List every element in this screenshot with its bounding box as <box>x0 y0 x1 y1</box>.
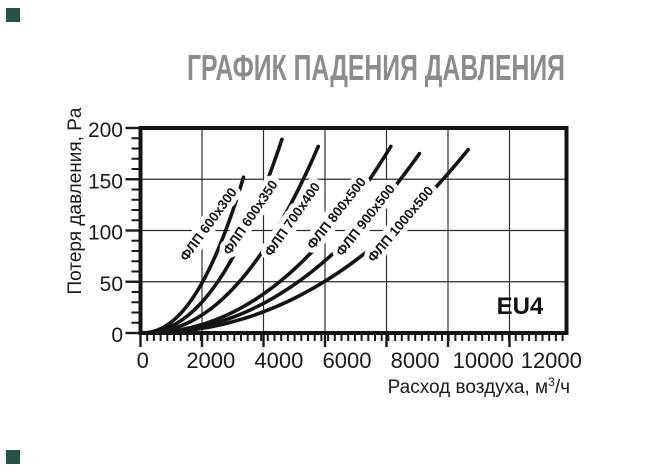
x-tick-label: 12000 <box>521 348 582 373</box>
chart-title: ГРАФИК ПАДЕНИЯ ДАВЛЕНИЯ <box>187 47 565 88</box>
plot-border <box>138 126 569 335</box>
corner-mark-top-left <box>6 8 20 22</box>
x-tick-label: 2000 <box>186 348 235 373</box>
plot-area: 0 2000 4000 6000 8000 10000 12000050100150200Ф… <box>88 119 582 373</box>
curve-line <box>138 147 471 335</box>
x-axis-title: Расход воздуха, м3/ч <box>388 375 570 398</box>
y-tick-label: 50 <box>100 273 123 296</box>
x-tick-label: 10000 <box>453 348 514 373</box>
x-tick-label: 4000 <box>254 348 303 373</box>
y-axis-title: Потеря давления, Pa <box>65 107 86 294</box>
x-tick-label: 0 <box>137 348 149 373</box>
filter-class-label: EU4 <box>497 293 544 320</box>
y-tick-label: 200 <box>88 119 123 142</box>
x-tick-label: 6000 <box>323 348 372 373</box>
corner-mark-bottom-left <box>6 450 20 464</box>
x-tick-label: 8000 <box>391 348 440 373</box>
curve-line <box>138 144 321 335</box>
y-tick-label: 100 <box>88 222 123 245</box>
y-tick-label: 150 <box>88 170 123 193</box>
y-tick-label: 0 <box>111 324 123 347</box>
